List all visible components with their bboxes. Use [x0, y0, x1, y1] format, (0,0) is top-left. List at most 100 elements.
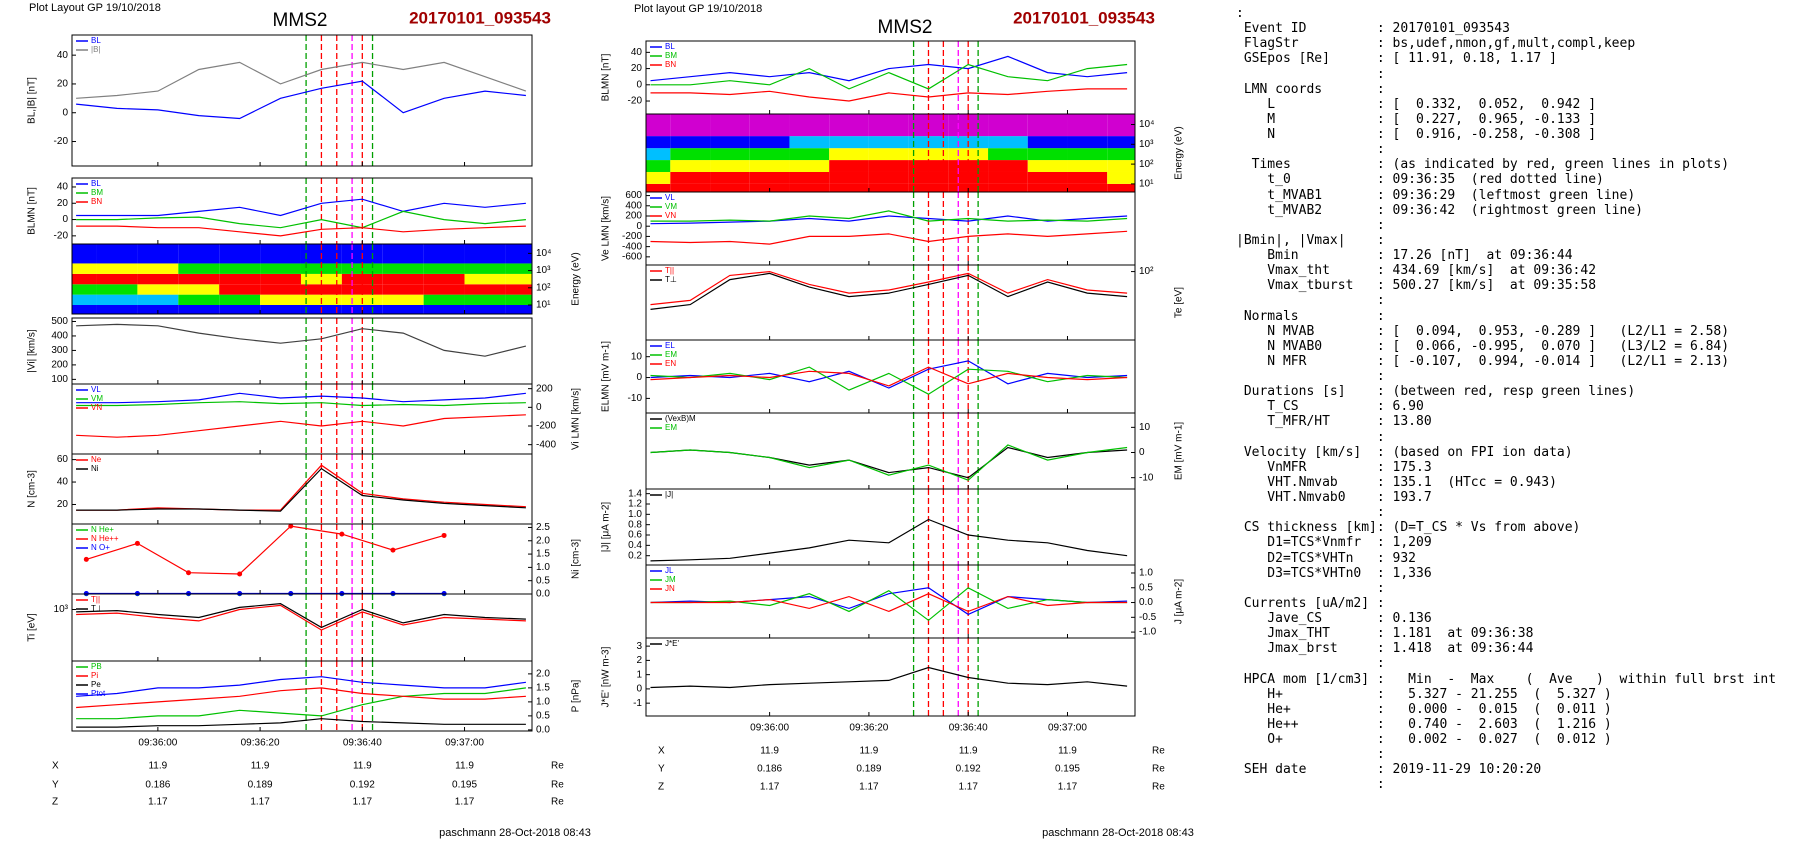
info-line: :: [1236, 217, 1385, 233]
legend-label: N He++: [91, 534, 119, 543]
series-line: [650, 55, 1128, 82]
ephemeris-unit: Re: [551, 780, 564, 791]
spectrogram-cell: [260, 284, 301, 295]
spectrogram-cell: [72, 305, 97, 314]
y-tick-label: 0.4: [628, 540, 642, 551]
y-tick-label: 0.8: [628, 519, 642, 530]
legend-label: |B|: [91, 45, 101, 54]
y-axis-label: Vi LMN [km/s]: [571, 388, 582, 450]
info-line: Normals :: [1236, 308, 1385, 324]
info-line: D3=TCS*VHTn0 : 1,336: [1236, 565, 1432, 581]
y-tick-label: 20: [631, 63, 643, 74]
spectrogram-cell: [219, 294, 261, 306]
info-line: L : [ 0.332, 0.052, 0.942 ]: [1236, 96, 1597, 112]
panel-frame: [645, 40, 1136, 115]
spectrogram-cell: [789, 148, 830, 161]
spectrogram-cell: [988, 183, 1028, 192]
spectrogram-cell: [382, 263, 424, 274]
legend-label: Pe: [91, 680, 101, 689]
series-line: [76, 602, 526, 629]
spectrogram-cell: [72, 294, 97, 306]
spectrogram-cell: [1027, 136, 1068, 149]
spectrogram-cell: [505, 294, 532, 306]
y-tick-label: 2.0: [536, 669, 550, 680]
spectrogram-cell: [341, 273, 383, 285]
spectrogram-cell: [137, 284, 179, 295]
data-point: [390, 590, 396, 596]
spectrogram-cell: [178, 273, 220, 285]
ephemeris-unit: Re: [1152, 746, 1165, 757]
ephemeris-value: 1.17: [859, 782, 879, 793]
legend-label: JL: [665, 566, 674, 575]
spectrogram-cell: [868, 114, 909, 137]
legend-label: T⊥: [91, 604, 103, 613]
spectrogram-cell: [178, 294, 220, 306]
spectrogram-cell: [72, 263, 97, 274]
legend-label: BL: [91, 179, 101, 188]
info-panel: : Event ID : 20170101_093543 FlagStr : b…: [1236, 6, 1776, 793]
info-line: N MVAB0 : [ 0.066, -0.995, 0.070 ] (L3/L…: [1236, 338, 1730, 354]
spectrogram-cell: [670, 136, 711, 149]
data-point: [441, 590, 447, 596]
y-tick-label: 10¹: [536, 300, 551, 311]
ephemeris-value: 0.189: [856, 764, 881, 775]
info-line: M : [ 0.227, 0.965, -0.133 ]: [1236, 111, 1597, 127]
y-tick-label: 600: [625, 190, 642, 201]
data-point: [186, 590, 192, 596]
y-tick-label: 0: [536, 402, 542, 413]
series-line: [650, 63, 1128, 90]
spectrogram-cell: [72, 284, 97, 295]
y-axis-label: BLMN [nT]: [27, 187, 38, 235]
legend-label: Ni: [91, 464, 99, 473]
spectrogram-cell: [1027, 171, 1068, 184]
series-line: [650, 215, 1128, 225]
spectrogram-cell: [988, 160, 1028, 172]
spectrogram-cell: [1027, 160, 1068, 172]
info-line: :: [1236, 505, 1385, 521]
y-tick-label: 10¹: [1139, 179, 1154, 190]
y-tick-label: 10²: [536, 282, 551, 293]
legend-label: VM: [665, 202, 677, 211]
y-tick-label: 0.5: [1139, 582, 1153, 593]
spectrogram-cell: [710, 171, 750, 184]
info-line: :: [1236, 369, 1385, 384]
legend-label: J*E': [665, 639, 679, 648]
y-tick-label: 400: [51, 331, 68, 342]
y-axis-label: |Vi| [km/s]: [27, 329, 38, 373]
legend-label: EM: [665, 350, 677, 359]
info-line: VHT.Nmvab : 135.1 (HTcc = 0.943): [1236, 474, 1557, 490]
series-line: [76, 80, 526, 120]
y-tick-label: 1.0: [536, 562, 550, 573]
y-tick-label: 0: [62, 214, 68, 225]
series-line: [650, 230, 1128, 245]
spectrogram-cell: [1107, 148, 1135, 161]
legend-label: EN: [665, 359, 676, 368]
spectrogram-cell: [670, 114, 711, 137]
spectrogram-cell: [219, 284, 261, 295]
y-tick-label: 500: [51, 316, 68, 327]
spectrogram-cell: [96, 294, 138, 306]
y-tick-label: -400: [622, 241, 642, 252]
y-axis-label: Ni [cm-3]: [571, 539, 582, 579]
info-line: Event ID : 20170101_093543: [1236, 21, 1510, 37]
spectrogram-cell: [670, 171, 711, 184]
spectrogram-cell: [464, 305, 506, 314]
y-tick-label: 10³: [54, 604, 69, 615]
y-axis-label: Energy (eV): [571, 252, 582, 305]
spectrogram-cell: [219, 244, 261, 264]
spectrogram-cell: [219, 263, 261, 274]
series-line: [76, 198, 526, 217]
legend-label: Ne: [91, 455, 102, 464]
y-tick-label: 1.5: [536, 683, 550, 694]
info-line: Jmax_THT : 1.181 at 09:36:38: [1236, 626, 1534, 642]
spectrogram-cell: [710, 160, 750, 172]
info-line: :: [1236, 777, 1385, 793]
panel-frame: [71, 383, 533, 455]
ephemeris-value: 11.9: [353, 761, 372, 772]
legend-label: (VexB)M: [665, 414, 696, 423]
spectrogram-cell: [1067, 136, 1108, 149]
x-tick-label: 09:37:00: [1048, 723, 1087, 734]
series-line: [650, 666, 1128, 689]
legend-label: Pi: [91, 671, 98, 680]
info-line: N MVAB : [ 0.094, 0.953, -0.289 ] (L2/L1…: [1236, 323, 1730, 339]
